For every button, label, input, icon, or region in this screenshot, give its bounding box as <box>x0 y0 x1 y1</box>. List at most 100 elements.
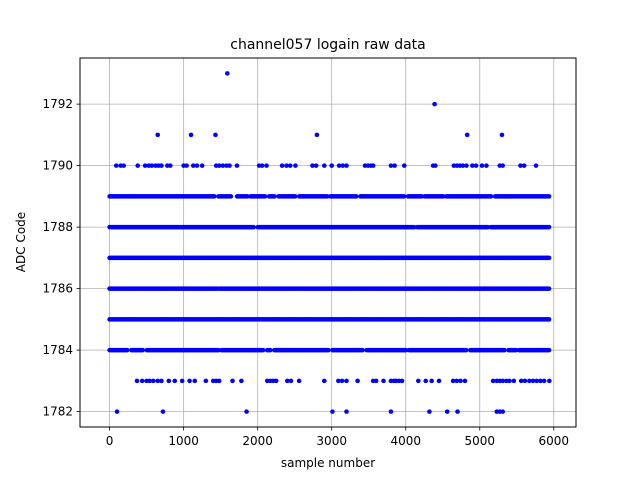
data-point <box>401 194 407 199</box>
data-point <box>546 317 552 322</box>
data-point <box>344 409 349 414</box>
data-point <box>150 378 156 384</box>
data-point <box>429 378 434 384</box>
data-point <box>251 224 256 230</box>
data-point <box>220 163 226 168</box>
data-point <box>267 347 273 353</box>
data-point <box>401 163 407 168</box>
x-tick-label: 0 <box>106 434 114 448</box>
data-point <box>433 163 438 168</box>
data-point <box>192 378 198 384</box>
data-point <box>211 194 217 199</box>
y-tick-label: 1788 <box>42 220 73 234</box>
chart-title: channel057 logain raw data <box>230 37 425 53</box>
data-point <box>344 378 349 384</box>
data-point <box>114 409 120 414</box>
data-point <box>310 163 315 168</box>
data-point <box>147 378 152 384</box>
data-point <box>522 378 528 384</box>
data-point <box>454 378 460 384</box>
data-point <box>140 347 146 353</box>
data-point <box>427 409 432 414</box>
data-point <box>284 163 289 168</box>
data-point <box>296 378 302 384</box>
data-point <box>460 163 466 168</box>
data-point <box>399 378 405 384</box>
x-tick-label: 6000 <box>539 434 570 448</box>
data-point <box>423 378 429 384</box>
data-point <box>190 163 196 168</box>
data-point <box>534 378 540 384</box>
data-point <box>272 194 277 199</box>
data-point <box>262 194 268 199</box>
y-tick-label: 1782 <box>42 405 73 419</box>
data-point <box>292 194 298 199</box>
data-point <box>436 378 442 384</box>
y-tick-label: 1792 <box>42 97 73 111</box>
data-point <box>450 378 456 384</box>
data-point <box>260 347 266 353</box>
data-point <box>135 163 141 168</box>
data-point <box>113 163 119 168</box>
data-point <box>546 347 552 353</box>
data-point <box>279 163 285 168</box>
data-point <box>392 163 397 168</box>
data-point <box>159 163 164 168</box>
data-point <box>339 378 345 384</box>
data-point <box>187 378 192 384</box>
data-point <box>538 378 543 384</box>
data-point <box>203 378 209 384</box>
data-point <box>546 224 552 230</box>
x-tick-label: 2000 <box>242 434 273 448</box>
data-point <box>500 409 506 414</box>
data-point <box>330 409 335 414</box>
x-axis-label: sample number <box>281 456 375 470</box>
data-point <box>462 378 468 384</box>
data-point <box>149 163 155 168</box>
data-point <box>458 378 463 384</box>
data-point <box>213 132 218 138</box>
data-point <box>184 163 189 168</box>
data-point <box>216 378 222 384</box>
data-point <box>547 378 552 384</box>
data-point <box>533 163 539 168</box>
data-point <box>188 132 194 138</box>
data-point <box>541 378 547 384</box>
x-tick-label: 5000 <box>464 434 495 448</box>
data-point <box>259 163 265 168</box>
data-point <box>546 255 552 261</box>
data-point <box>500 163 506 168</box>
data-point <box>336 378 341 384</box>
data-point <box>464 163 469 168</box>
data-point <box>518 163 523 168</box>
data-point <box>479 163 485 168</box>
data-point <box>546 286 552 291</box>
data-point <box>381 378 386 384</box>
data-point <box>293 163 298 168</box>
data-point <box>313 163 319 168</box>
data-point <box>488 194 494 199</box>
data-point <box>273 378 279 384</box>
data-point <box>284 378 290 384</box>
data-point <box>340 163 346 168</box>
data-point <box>314 132 320 138</box>
data-point <box>463 347 469 353</box>
data-point <box>159 378 164 384</box>
data-point <box>511 378 517 384</box>
data-point <box>199 163 205 168</box>
data-point <box>234 163 240 168</box>
data-point <box>388 409 394 414</box>
data-point <box>264 163 269 168</box>
data-point <box>464 132 470 138</box>
y-tick-label: 1784 <box>42 343 73 357</box>
data-point <box>287 163 293 168</box>
data-point <box>546 194 552 199</box>
data-point <box>139 378 145 384</box>
data-point <box>455 409 460 414</box>
data-point <box>521 163 527 168</box>
data-point <box>230 378 235 384</box>
data-point <box>484 163 489 168</box>
